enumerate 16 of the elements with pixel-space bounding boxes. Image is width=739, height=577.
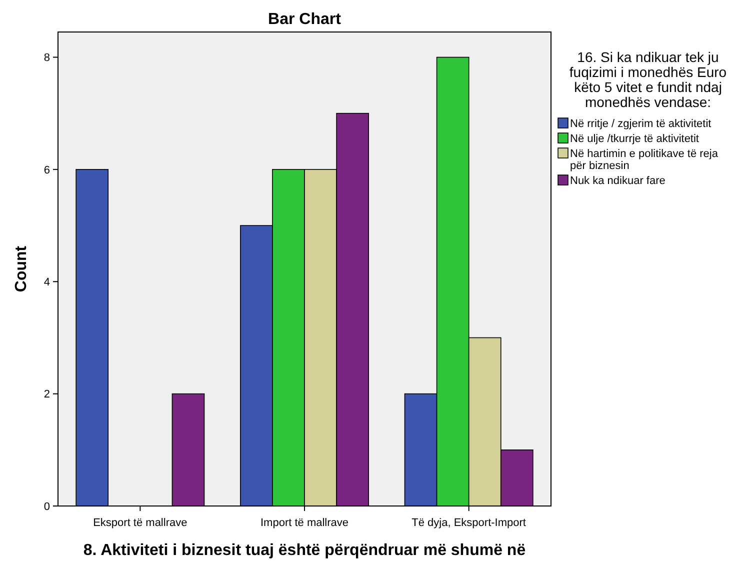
legend-title: 16. Si ka ndikuar tek ju fuqizimi i monedhës Euro këto 5 vitet e fundit ndaj monedhës vendase:	[569, 49, 727, 110]
legend-label: Në hartimin e politikave të reja për biznesin	[570, 148, 719, 172]
y-tick-label: 2	[44, 388, 50, 401]
chart-title: Bar Chart	[268, 11, 342, 28]
x-tick-label: Import të mallrave	[260, 517, 349, 529]
y-tick-label: 4	[44, 276, 50, 288]
legend-label: Nuk ka ndikuar fare	[570, 175, 666, 187]
y-tick-label: 6	[44, 164, 50, 176]
y-tick-label: 8	[44, 52, 50, 64]
y-tick-label: 0	[44, 500, 50, 513]
legend-label: Në ulje /tkurrje të aktivitetit	[570, 133, 699, 145]
x-tick-label: Eksport të mallrave	[93, 517, 188, 529]
x-axis-title: 8. Aktiviteti i biznesit tuaj është përqëndruar më shumë në	[83, 542, 526, 559]
x-tick-label: Të dyja, Eksport-Import	[412, 517, 526, 529]
y-axis-title: Count	[13, 245, 30, 292]
legend-label: Në rritje / zgjerim të aktivitetit	[570, 118, 712, 130]
